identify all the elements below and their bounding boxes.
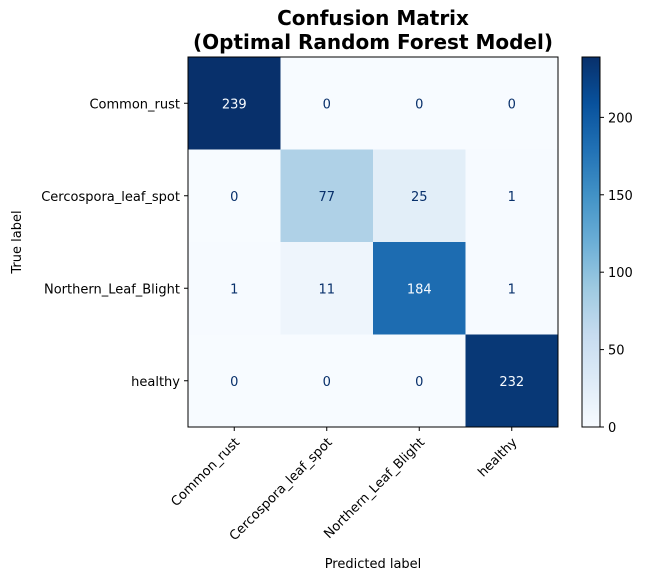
y-tick-label: healthy [131, 375, 180, 390]
matrix-cell-r3-c1 [280, 334, 374, 428]
cell-value-r1-c2: 25 [411, 190, 428, 205]
colorbar-tick-label: 50 [608, 344, 625, 359]
x-axis-label: Predicted label [325, 557, 422, 572]
colorbar-tick-label: 150 [608, 189, 633, 204]
matrix-cell-r3-c3 [465, 334, 559, 428]
matrix-cell-r0-c0 [188, 57, 281, 150]
matrix-cell-r2-c0 [188, 242, 281, 335]
matrix-cell-r1-c2 [373, 149, 466, 243]
matrix-cell-r0-c2 [373, 57, 466, 150]
cell-value-r0-c2: 0 [415, 97, 423, 112]
matrix-cell-r2-c3 [465, 242, 559, 335]
cell-value-r2-c2: 184 [407, 282, 432, 297]
matrix-cell-r1-c0 [188, 149, 281, 243]
matrix-cells: 239 0 0 00 77 25 11 11 184 10 0 0 232 [188, 57, 559, 428]
y-tick-labels: Common_rust Cercospora_leaf_spot Northern_… [41, 97, 188, 390]
x-tick-label: Cercospora_leaf_spot [227, 435, 336, 544]
x-tick-label: Common_rust [168, 435, 243, 510]
colorbar-tick-label: 0 [608, 421, 616, 436]
cell-value-r0-c1: 0 [323, 97, 331, 112]
x-tick-label: healthy [475, 435, 520, 480]
matrix-cell-r1-c1 [280, 149, 374, 243]
cell-value-r2-c0: 1 [230, 282, 238, 297]
colorbar-tick-label: 100 [608, 266, 633, 281]
chart-title-line-1: Confusion Matrix [277, 6, 469, 30]
cell-value-r1-c0: 0 [230, 190, 238, 205]
cell-value-r3-c2: 0 [415, 375, 423, 390]
colorbar-tick-label: 200 [608, 111, 633, 126]
cell-value-r1-c3: 1 [508, 190, 516, 205]
cell-value-r3-c1: 0 [323, 375, 331, 390]
matrix-cell-r2-c2 [373, 242, 466, 335]
cell-value-r2-c3: 1 [508, 282, 516, 297]
x-tick-labels: Common_rustCercospora_leaf_spotNorthern_… [168, 427, 521, 544]
matrix-cell-r3-c2 [373, 334, 466, 428]
y-axis-label: True label [10, 210, 25, 274]
matrix-cell-r3-c0 [188, 334, 281, 428]
cell-value-r0-c0: 239 [222, 97, 247, 112]
y-tick-label: Cercospora_leaf_spot [41, 190, 180, 205]
cell-value-r0-c3: 0 [508, 97, 516, 112]
matrix-frame [187, 56, 559, 428]
x-tick-label: Northern_Leaf_Blight [321, 435, 428, 542]
cell-value-r3-c3: 232 [499, 375, 524, 390]
cell-value-r1-c1: 77 [318, 190, 335, 205]
colorbar-ticks: 0 50 100 150 200 [600, 111, 633, 436]
cell-value-r2-c1: 11 [318, 282, 335, 297]
matrix-cell-r2-c1 [280, 242, 374, 335]
y-tick-label: Common_rust [89, 97, 180, 112]
cell-value-r3-c0: 0 [230, 375, 238, 390]
matrix-cell-r0-c1 [280, 57, 374, 150]
colorbar [581, 56, 601, 428]
y-tick-label: Northern_Leaf_Blight [44, 282, 180, 297]
chart-title-line-2: (Optimal Random Forest Model) [193, 30, 553, 54]
matrix-cell-r0-c3 [465, 57, 559, 150]
matrix-cell-r1-c3 [465, 149, 559, 243]
